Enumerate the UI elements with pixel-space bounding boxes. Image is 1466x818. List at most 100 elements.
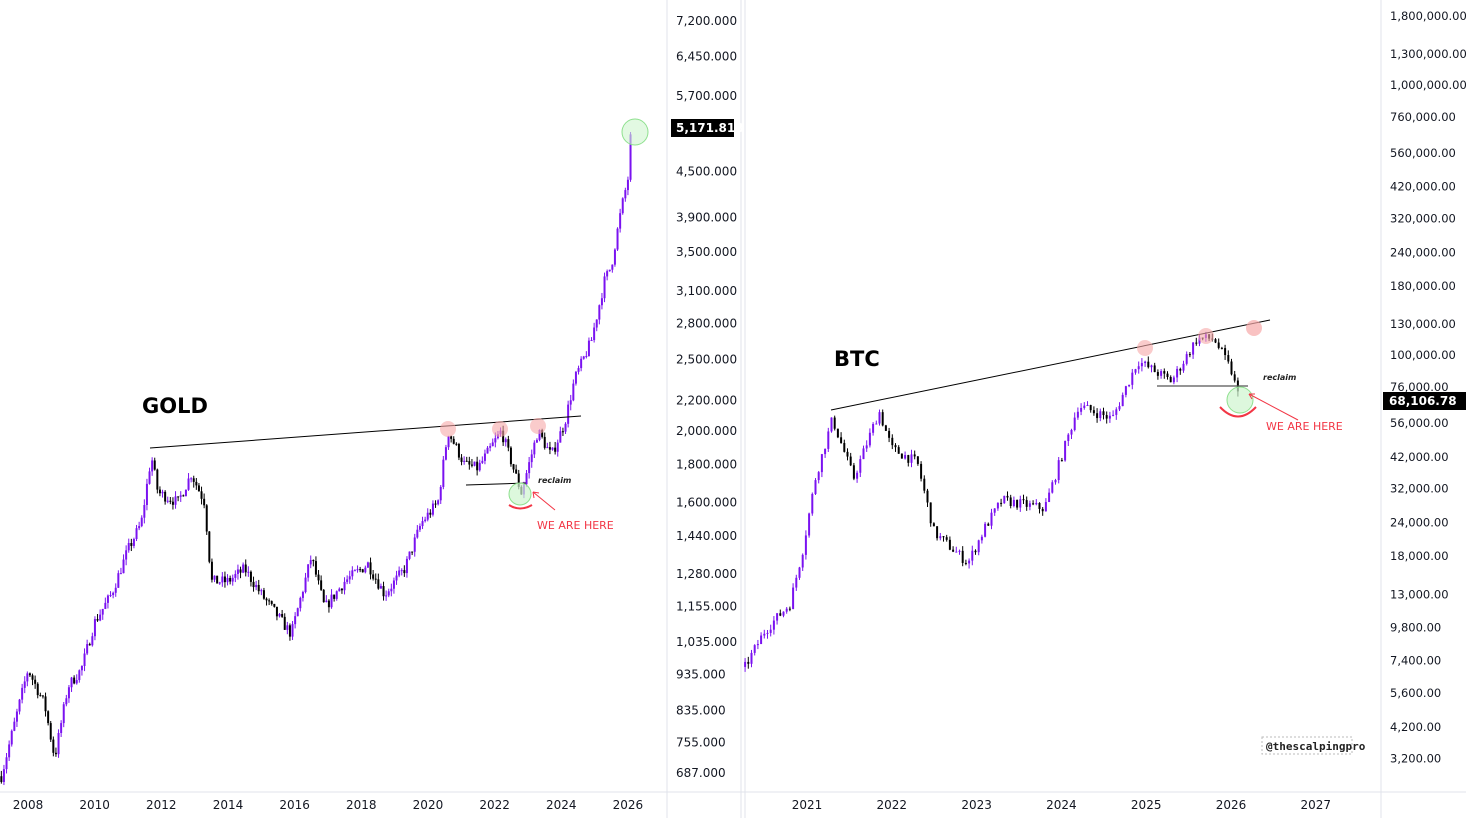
btc-price-axis[interactable]: 1,800,000.00 1,300,000.00 1,000,000.00 760,… <box>1390 9 1466 766</box>
candle-body <box>1227 355 1230 362</box>
candle-body <box>265 598 268 601</box>
candle-body <box>18 699 21 712</box>
candle-body <box>528 462 531 474</box>
candle-body <box>569 400 572 405</box>
candle-body <box>546 447 549 449</box>
y-tick-label: 18,000.00 <box>1390 549 1449 563</box>
candle-body <box>122 559 125 574</box>
candle-body <box>1121 394 1124 407</box>
btc-we-are-here-label: WE ARE HERE <box>1266 420 1343 433</box>
candle-body <box>278 614 281 617</box>
candle-body <box>96 619 99 621</box>
candle-body <box>502 430 505 443</box>
candle-body <box>91 636 94 646</box>
candle-body <box>561 431 564 433</box>
candle-body <box>312 560 315 562</box>
candle-body <box>948 539 951 550</box>
candle-body <box>984 523 987 537</box>
candle-body <box>833 417 836 429</box>
x-tick-label: 2008 <box>13 798 44 812</box>
candle-body <box>525 473 528 485</box>
y-tick-label: 3,900.000 <box>676 210 737 224</box>
candle-body <box>187 478 190 490</box>
btc-time-axis[interactable]: 2021 2022 2023 2024 2025 2026 2027 <box>792 798 1331 812</box>
candle-body <box>372 574 375 579</box>
candle-body <box>151 460 154 472</box>
candle-body <box>750 652 753 664</box>
candle-body <box>582 356 585 359</box>
candle-body <box>795 577 798 588</box>
y-tick-label: 3,100.000 <box>676 284 737 298</box>
candle-body <box>1166 373 1169 377</box>
candle-body <box>1115 409 1118 415</box>
candle-body <box>8 744 11 758</box>
candle-body <box>273 603 276 607</box>
candle-body <box>587 340 590 356</box>
candle-body <box>538 430 541 440</box>
candle-body <box>447 436 450 448</box>
gold-resistance-trendline[interactable] <box>149 415 582 449</box>
candle-body <box>377 579 380 589</box>
candle-body <box>1192 342 1195 355</box>
candle-body <box>629 134 632 180</box>
gold-time-axis[interactable]: 2008 2010 2012 2014 2016 2018 2020 2022 2024 2026 <box>13 798 643 812</box>
candle-body <box>916 456 919 464</box>
y-tick-label: 6,450.000 <box>676 49 737 63</box>
candle-body <box>408 551 411 559</box>
candle-body <box>5 757 8 770</box>
candle-body <box>1137 366 1140 370</box>
x-tick-label: 2024 <box>1046 798 1077 812</box>
candle-body <box>398 570 401 576</box>
gold-arrow-head-icon <box>532 491 540 499</box>
candle-body <box>52 739 55 753</box>
btc-resistance-trendline[interactable] <box>830 319 1271 411</box>
candle-body <box>504 439 507 443</box>
candle-body <box>958 550 961 552</box>
candle-body <box>327 600 330 608</box>
candle-body <box>171 501 174 505</box>
candle-body <box>1217 342 1220 348</box>
candle-body <box>26 673 29 682</box>
candle-body <box>132 539 135 546</box>
candle-body <box>442 459 445 487</box>
y-tick-label: 1,000,000.00 <box>1390 78 1466 92</box>
candle-body <box>286 625 289 630</box>
candle-body <box>1112 414 1115 416</box>
candle-body <box>920 463 923 479</box>
candle-body <box>244 564 247 573</box>
gold-price-axis[interactable]: 7,200.000 6,450.000 5,700.000 4,500.000 3,90… <box>676 14 737 780</box>
candle-body <box>804 535 807 555</box>
candle-body <box>374 578 377 580</box>
candle-body <box>390 588 393 592</box>
candle-body <box>255 584 258 588</box>
candle-body <box>249 571 252 582</box>
candle-body <box>83 653 86 667</box>
candle-body <box>952 549 955 552</box>
candle-body <box>1086 405 1089 407</box>
btc-arrow-line <box>1248 393 1299 421</box>
x-tick-label: 2027 <box>1301 798 1332 812</box>
candle-body <box>554 447 557 452</box>
candle-body <box>283 616 286 630</box>
candle-body <box>299 597 302 609</box>
y-tick-label: 1,600.000 <box>676 495 737 509</box>
candle-body <box>455 443 458 445</box>
x-tick-label: 2014 <box>213 798 244 812</box>
candle-body <box>210 561 213 580</box>
candle-body <box>213 575 216 580</box>
btc-price-badge <box>1383 392 1466 410</box>
candle-body <box>218 582 221 584</box>
candle-body <box>452 438 455 444</box>
candle-body <box>1128 384 1131 387</box>
candle-body <box>1099 411 1102 419</box>
candle-body <box>1214 339 1217 343</box>
candle-body <box>288 625 291 637</box>
candle-body <box>1102 411 1105 416</box>
candle-body <box>556 442 559 452</box>
candle-body <box>907 455 910 463</box>
candle-body <box>1188 354 1191 356</box>
gold-support-circle <box>508 482 532 506</box>
candle-body <box>613 249 616 265</box>
candle-body <box>1096 413 1099 419</box>
